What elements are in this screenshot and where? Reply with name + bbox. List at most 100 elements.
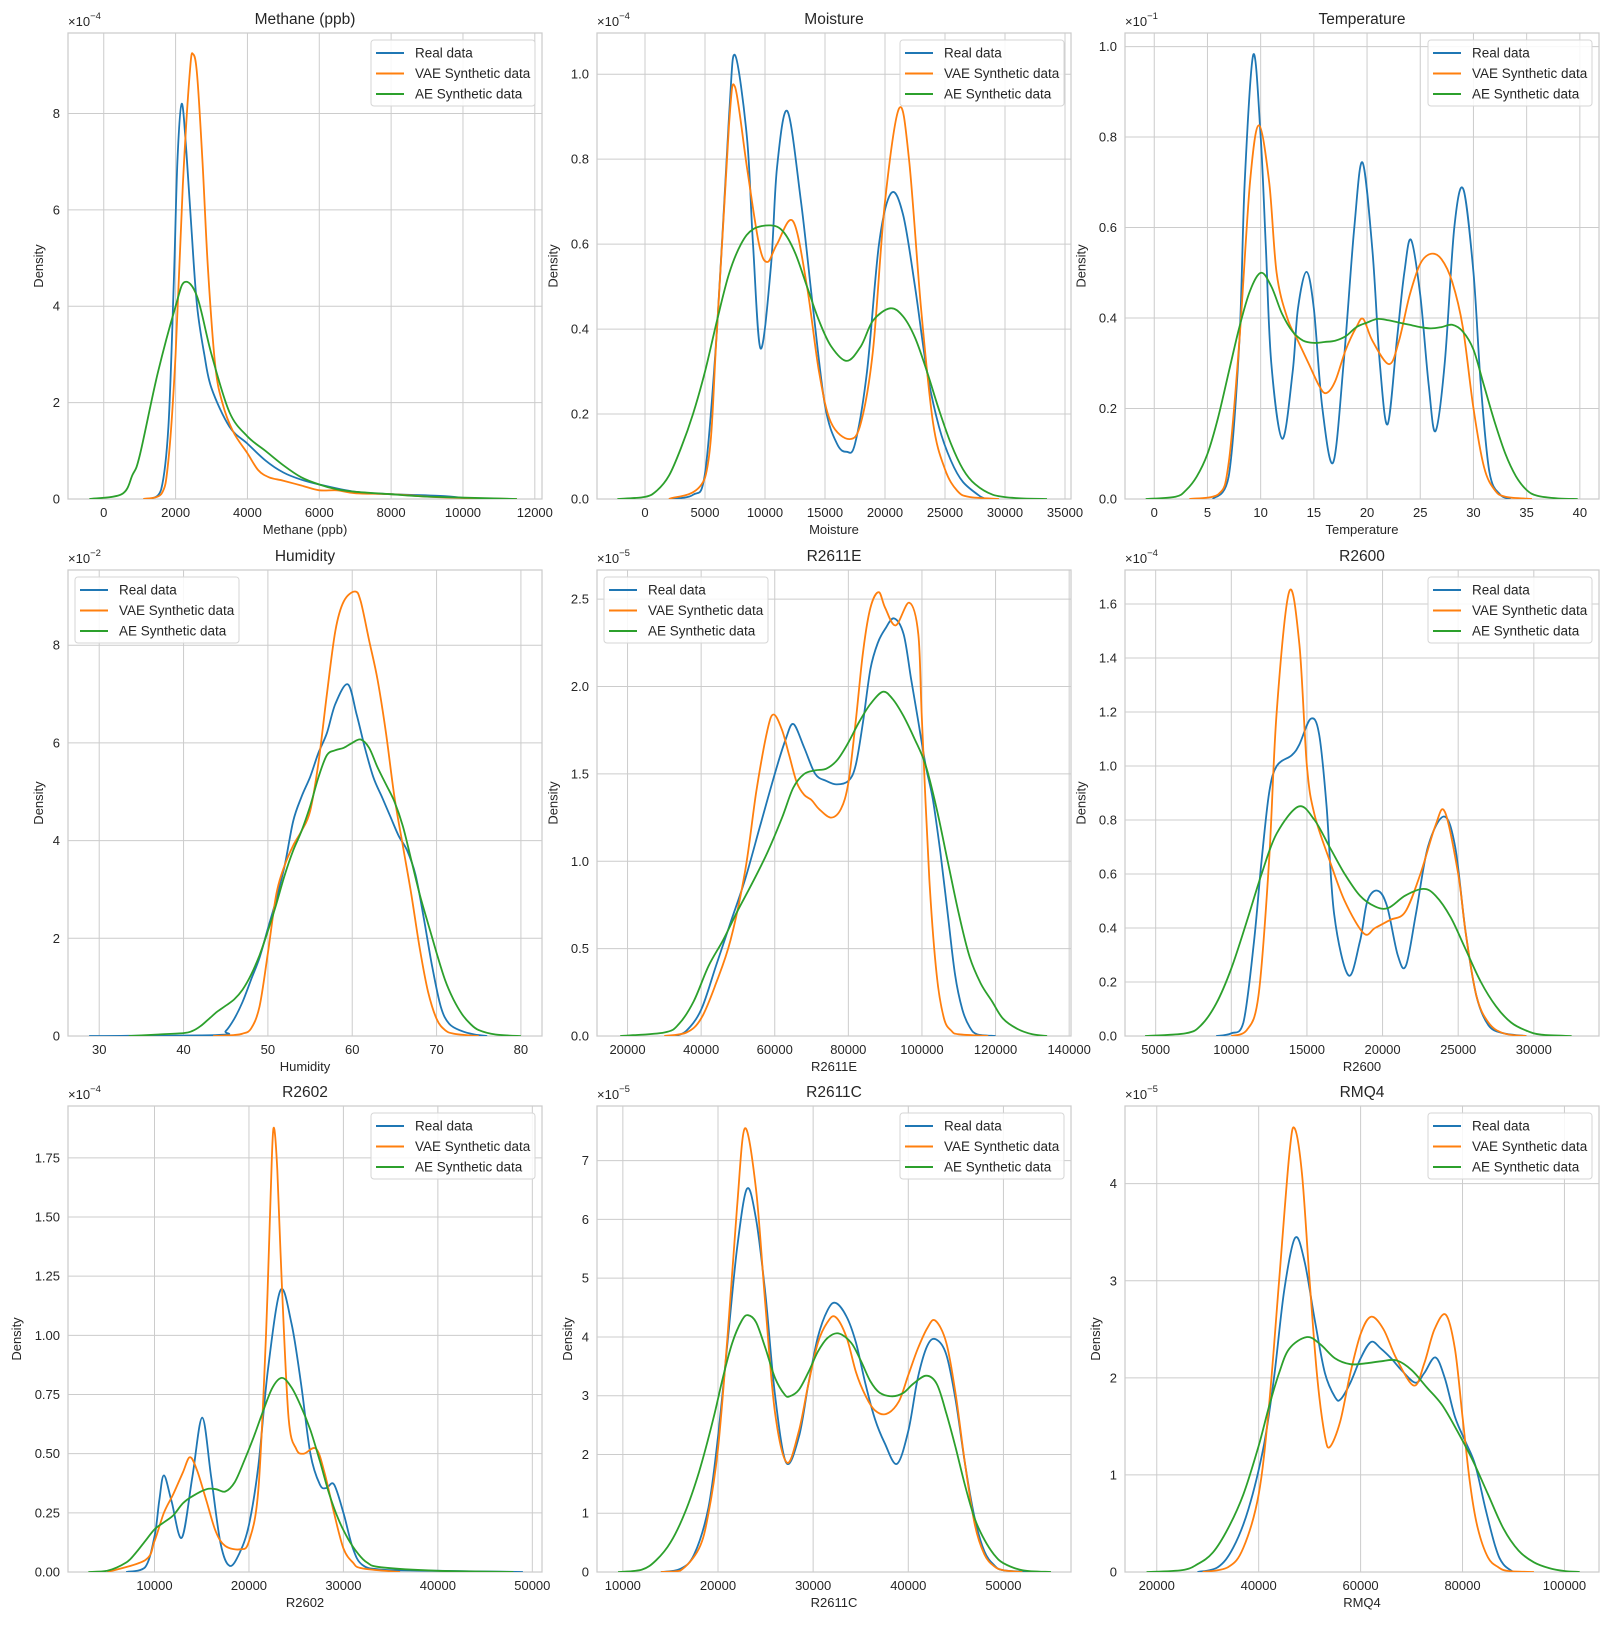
- x-tick-label: 10: [1253, 505, 1267, 520]
- y-tick-label: 0.8: [1099, 130, 1117, 145]
- kde-line-vae: [213, 590, 479, 1036]
- x-tick-label: 20000: [700, 1578, 736, 1593]
- offset-base: ×10: [68, 551, 90, 566]
- x-tick-label: 15: [1307, 505, 1321, 520]
- legend-label: VAE Synthetic data: [1472, 66, 1588, 81]
- legend-label: Real data: [415, 46, 473, 61]
- x-axis-label: R2611E: [811, 1059, 857, 1074]
- y-tick-label: 5: [582, 1271, 589, 1286]
- y-tick-label: 4: [1110, 1176, 1117, 1191]
- y-tick-label: 1: [1110, 1467, 1117, 1482]
- subplot-rmq4: 20000 40000 60000 80000 100000 0 1 2 3 4 RMQ4 RMQ4 D…: [1088, 1084, 1600, 1610]
- y-tick-label: 0.2: [1099, 975, 1117, 990]
- axes-frame: [67, 569, 543, 1037]
- kde-line-ae: [617, 224, 1048, 499]
- axes-frame: [1124, 32, 1600, 500]
- y-tick-label: 0.0: [571, 492, 589, 507]
- y-tick-label: 2.5: [571, 592, 589, 607]
- legend: Real data VAE Synthetic data AE Synthetic …: [603, 576, 769, 644]
- x-tick-label: 2000: [161, 505, 190, 520]
- kde-line-ae: [1145, 805, 1572, 1036]
- x-tick-label: 15000: [1289, 1042, 1325, 1057]
- x-tick-label: 10000: [605, 1578, 641, 1593]
- x-tick-label: 20000: [1139, 1578, 1175, 1593]
- kde-line-real: [674, 617, 996, 1036]
- subplot-title: R2600: [1339, 548, 1385, 565]
- x-tick-label: 120000: [974, 1042, 1017, 1057]
- kde-line-vae: [660, 1127, 1023, 1572]
- x-tick-label: 0: [1151, 505, 1158, 520]
- legend-label: AE Synthetic data: [648, 624, 756, 639]
- x-tick-label: 100000: [1543, 1578, 1586, 1593]
- y-tick-label: 0.6: [571, 237, 589, 252]
- y-tick-label: 2.0: [571, 679, 589, 694]
- y-offset-text: ×10−2: [68, 548, 101, 566]
- legend-label: Real data: [415, 1119, 473, 1134]
- legend: Real data VAE Synthetic data AE Synthetic …: [370, 39, 536, 107]
- offset-base: ×10: [597, 1087, 619, 1102]
- kde-line-real: [89, 683, 488, 1036]
- y-tick-label: 0.6: [1099, 220, 1117, 235]
- x-axis-label: R2611C: [811, 1595, 858, 1610]
- kde-line-vae: [668, 83, 1000, 499]
- y-tick-label: 0.8: [571, 152, 589, 167]
- y-tick-label: 3: [582, 1388, 589, 1403]
- offset-base: ×10: [1125, 551, 1147, 566]
- x-tick-label: 6000: [305, 505, 334, 520]
- legend-label: VAE Synthetic data: [1472, 1139, 1588, 1154]
- offset-exponent: −1: [1147, 11, 1158, 22]
- offset-exponent: −4: [90, 1084, 101, 1095]
- y-tick-label: 0.25: [35, 1505, 60, 1520]
- x-tick-label: 20: [1360, 505, 1374, 520]
- subplot-title: Humidity: [275, 548, 336, 565]
- legend-label: Real data: [944, 46, 1002, 61]
- y-tick-label: 6: [53, 735, 60, 750]
- y-offset-text: ×10−1: [1125, 11, 1158, 29]
- x-tick-label: 30: [92, 1042, 106, 1057]
- x-tick-label: 10000: [136, 1578, 172, 1593]
- subplot-r2611c: 10000 20000 30000 40000 50000 0 1 2 3 4 5 6 7 R2611C R…: [560, 1084, 1072, 1610]
- y-tick-label: 1.0: [571, 67, 589, 82]
- x-tick-label: 30000: [325, 1578, 361, 1593]
- x-axis-label: Temperature: [1326, 522, 1399, 537]
- offset-exponent: −5: [619, 548, 630, 559]
- y-tick-label: 1.75: [35, 1150, 60, 1165]
- x-tick-label: 35: [1519, 505, 1533, 520]
- y-axis-label: Density: [545, 781, 560, 825]
- kde-line-vae: [1202, 1126, 1534, 1572]
- y-tick-label: 0: [53, 492, 60, 507]
- subplot-title: R2611E: [807, 548, 862, 565]
- y-offset-text: ×10−5: [1125, 1084, 1158, 1102]
- legend-label: Real data: [1472, 46, 1530, 61]
- y-tick-label: 7: [582, 1153, 589, 1168]
- x-tick-label: 30000: [987, 505, 1023, 520]
- y-offset-text: ×10−4: [1125, 548, 1158, 566]
- y-offset-text: ×10−5: [597, 548, 630, 566]
- y-tick-label: 2: [1110, 1370, 1117, 1385]
- y-tick-label: 1.5: [571, 766, 589, 781]
- y-tick-label: 1: [582, 1506, 589, 1521]
- kde-line-ae: [89, 280, 517, 499]
- axes-frame: [67, 1105, 543, 1573]
- kde-line-real: [1212, 53, 1512, 499]
- legend-box: [1427, 39, 1593, 107]
- y-tick-label: 0.75: [35, 1387, 60, 1402]
- axes-frame: [596, 32, 1072, 500]
- y-tick-label: 8: [53, 106, 60, 121]
- plot-area: [68, 570, 542, 1036]
- subplot-title: Methane (ppb): [255, 11, 356, 28]
- y-axis-label: Density: [31, 244, 46, 288]
- kde-line-ae: [1145, 271, 1578, 499]
- offset-exponent: −5: [619, 1084, 630, 1095]
- y-tick-label: 0.4: [1099, 921, 1117, 936]
- subplot-title: R2611C: [806, 1084, 862, 1101]
- y-tick-label: 1.0: [1099, 759, 1117, 774]
- kde-line-vae: [1230, 588, 1527, 1036]
- x-tick-label: 35000: [1047, 505, 1083, 520]
- legend: Real data VAE Synthetic data AE Synthetic …: [899, 1112, 1065, 1180]
- y-tick-label: 0: [53, 1029, 60, 1044]
- y-axis-label: Density: [1088, 1317, 1103, 1361]
- legend: Real data VAE Synthetic data AE Synthetic …: [1427, 1112, 1593, 1180]
- kde-line-vae: [664, 591, 989, 1036]
- offset-exponent: −4: [619, 11, 630, 22]
